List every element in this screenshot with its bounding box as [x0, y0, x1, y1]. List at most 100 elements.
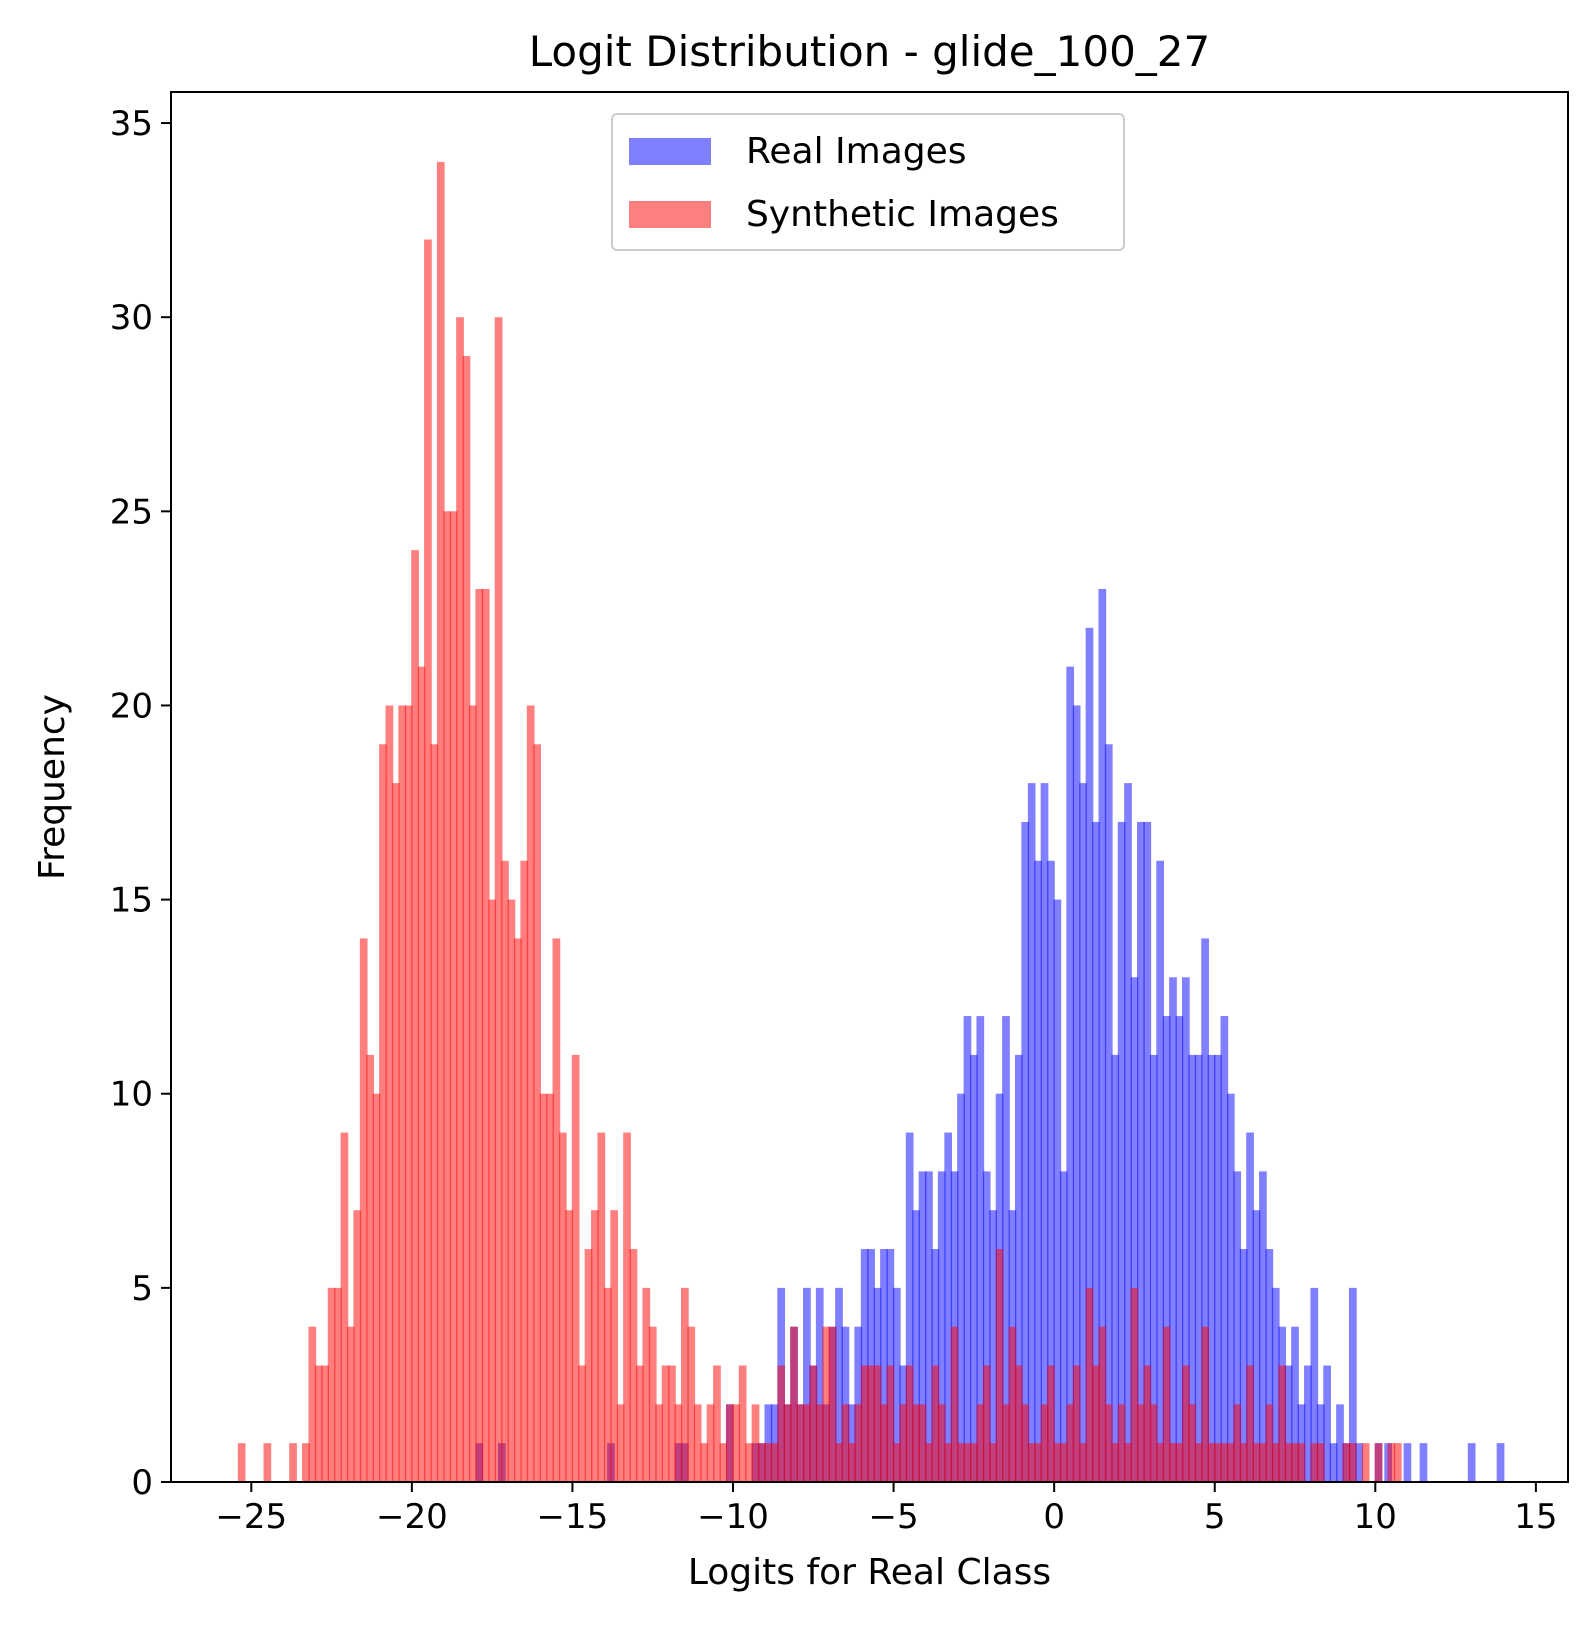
histogram-bar — [1085, 627, 1094, 1482]
histogram-bar — [1233, 1171, 1242, 1482]
histogram-bar — [353, 1210, 362, 1482]
histogram-bar — [1156, 1443, 1164, 1482]
y-tick-label: 10 — [110, 1075, 153, 1115]
histogram-bar — [591, 1210, 599, 1482]
histogram-bar — [430, 744, 439, 1482]
histogram-bar — [892, 1287, 901, 1482]
legend-swatch-synthetic-images — [629, 201, 711, 228]
chart-title: Logit Distribution - glide_100_27 — [529, 27, 1211, 76]
histogram-bar — [1149, 1054, 1158, 1482]
histogram-bar — [1034, 1443, 1042, 1482]
y-tick-label: 15 — [110, 881, 153, 921]
histogram-bar — [1233, 1404, 1242, 1482]
histogram-bar — [854, 1326, 863, 1482]
histogram-bar — [1149, 1404, 1158, 1482]
histogram-bar — [424, 239, 432, 1482]
histogram-bar — [687, 1326, 696, 1482]
histogram-bar — [520, 860, 529, 1482]
histogram-bar — [1297, 1443, 1306, 1482]
histogram-bar — [1027, 783, 1036, 1482]
histogram-bar — [526, 705, 535, 1482]
histogram-bar — [1310, 1443, 1319, 1482]
histogram-bar — [1393, 1443, 1402, 1482]
histogram-bar — [1034, 860, 1042, 1482]
histogram-bar — [1271, 1287, 1280, 1482]
histogram-bar — [1130, 977, 1139, 1482]
histogram-bar — [841, 1404, 850, 1482]
histogram-bar — [886, 1365, 895, 1482]
histogram-bar — [944, 1443, 953, 1482]
legend-label-synthetic-images: Synthetic Images — [746, 194, 1059, 235]
histogram-bar — [237, 1443, 246, 1482]
histogram-bar — [308, 1326, 317, 1482]
histogram-bar — [346, 1326, 355, 1482]
histogram-bar — [1214, 1443, 1222, 1482]
histogram-bar — [1162, 1016, 1171, 1482]
histogram-bar — [661, 1365, 670, 1482]
histogram-bar — [1047, 1365, 1055, 1482]
histogram-bar — [1059, 1171, 1068, 1482]
histogram-bar — [970, 1054, 978, 1482]
histogram-bar — [398, 705, 407, 1482]
histogram-bar — [905, 1365, 914, 1482]
histogram-bar — [552, 938, 561, 1482]
histogram-bar — [488, 899, 497, 1482]
histogram-bar — [751, 1404, 760, 1482]
histogram-bar — [880, 1249, 888, 1482]
histogram-bar — [391, 783, 400, 1482]
histogram-bar — [1291, 1326, 1299, 1482]
histogram-bar — [982, 1171, 991, 1482]
histogram-bar — [1194, 1054, 1203, 1482]
histogram-bar — [777, 1365, 786, 1482]
histogram-bar — [1053, 1443, 1062, 1482]
histogram-bar — [327, 1287, 336, 1482]
histogram-bar — [732, 1404, 741, 1482]
histogram-bar — [1467, 1443, 1476, 1482]
histogram-bar — [302, 1443, 310, 1482]
histogram-bar — [995, 1249, 1004, 1482]
histogram-bar — [1496, 1443, 1505, 1482]
histogram-bar — [822, 1326, 830, 1482]
histogram-bar — [976, 1404, 985, 1482]
histogram-bar — [1246, 1132, 1254, 1482]
histogram-bar — [1323, 1365, 1331, 1482]
histogram-bar — [379, 744, 387, 1482]
histogram-bar — [854, 1404, 863, 1482]
histogram-bar — [513, 938, 522, 1482]
histogram-bar — [815, 1287, 824, 1482]
histogram-bar — [1181, 977, 1190, 1482]
plot-frame — [170, 91, 1569, 1483]
bars-layer — [237, 161, 1505, 1483]
histogram-bar — [1072, 1365, 1081, 1482]
histogram-bar — [809, 1365, 818, 1482]
y-tick-label: 0 — [131, 1463, 153, 1503]
histogram-bar — [989, 1210, 997, 1482]
histogram-bar — [925, 1171, 933, 1482]
histogram-bar — [835, 1443, 843, 1482]
histogram-bar — [1002, 1404, 1010, 1482]
histogram-bar — [1265, 1404, 1274, 1482]
histogram-bar — [1117, 1404, 1126, 1482]
histogram-bar — [989, 1443, 997, 1482]
histogram-bar — [841, 1326, 850, 1482]
histogram-bar — [899, 1404, 908, 1482]
histogram-bar — [970, 1443, 978, 1482]
histogram-bar — [1252, 1443, 1261, 1482]
histogram-bar — [790, 1326, 798, 1482]
histogram-bar — [1239, 1249, 1248, 1482]
histogram-bar — [764, 1443, 773, 1482]
legend-label-real-images: Real Images — [746, 131, 967, 172]
histogram-bar — [963, 1443, 972, 1482]
histogram-bar — [1143, 821, 1152, 1482]
histogram-bar — [1419, 1443, 1428, 1482]
histogram-bar — [475, 588, 484, 1482]
histogram-bar — [918, 1171, 927, 1482]
histogram-bar — [1130, 1287, 1139, 1482]
histogram-bar — [1002, 1016, 1010, 1482]
histogram-bar — [1271, 1443, 1280, 1482]
histogram-bar — [1169, 1443, 1177, 1482]
histogram-bar — [1104, 744, 1113, 1482]
histogram-bar — [1162, 1326, 1171, 1482]
histogram-bar — [1143, 1365, 1152, 1482]
histogram-bar — [404, 705, 413, 1482]
